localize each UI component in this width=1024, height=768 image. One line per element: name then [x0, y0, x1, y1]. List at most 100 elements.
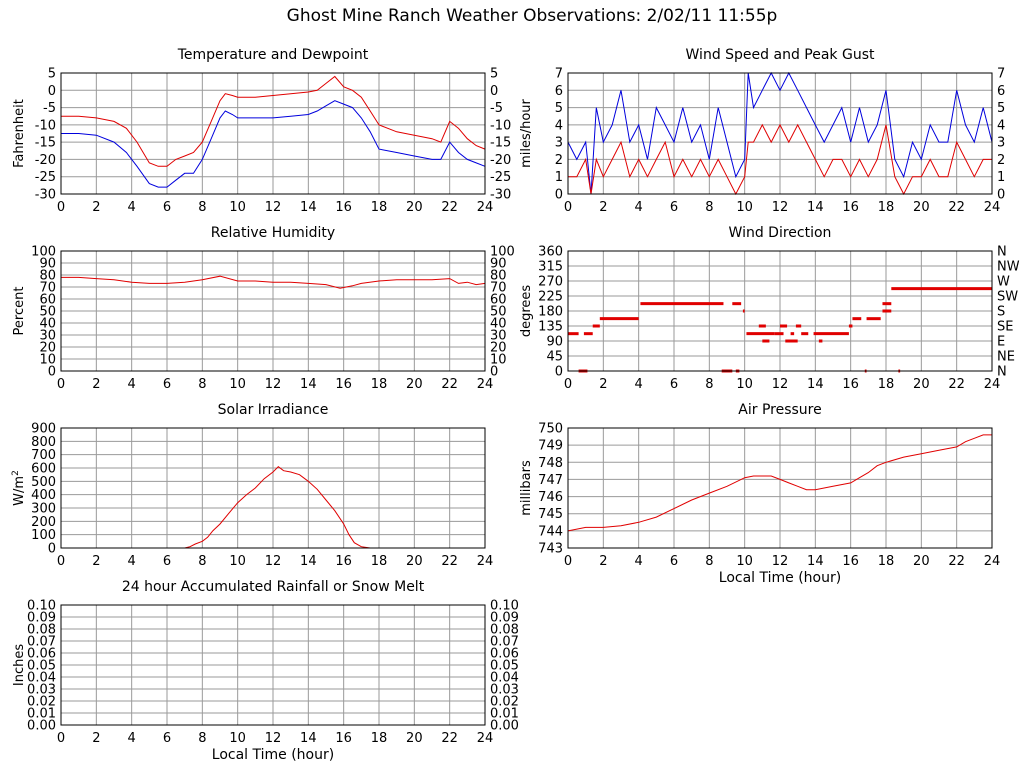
y-tick-label: 800: [31, 435, 56, 450]
x-tick-label: 14: [300, 731, 317, 746]
y-tick-label: 0: [48, 84, 56, 99]
x-tick-label: 10: [736, 200, 753, 215]
y-tick-label-right: 0: [490, 84, 498, 99]
grid-lines: [567, 250, 993, 372]
x-tick-label: 24: [477, 377, 494, 392]
x-tick-label: 22: [441, 554, 458, 569]
y-tick-label: 0.08: [27, 623, 56, 638]
x-tick-label: 2: [92, 731, 100, 746]
y-tick-label-right: SE: [997, 320, 1013, 335]
x-tick-label: 20: [406, 200, 423, 215]
y-tick-label-right: 0.01: [490, 707, 519, 722]
y-tick-label-right: S: [997, 305, 1005, 320]
x-tick-label: 6: [670, 554, 678, 569]
y-tick-label-right: 0.06: [490, 647, 519, 662]
chart-title: Wind Direction: [729, 225, 832, 241]
y-tick-label: 2: [555, 153, 563, 168]
y-tick-label-right: NW: [997, 260, 1020, 275]
x-tick-label: 20: [913, 377, 930, 392]
y-tick-label-right: -30: [490, 188, 511, 203]
chart-title: 24 hour Accumulated Rainfall or Snow Mel…: [122, 579, 425, 595]
x-tick-label: 20: [406, 377, 423, 392]
x-tick-label: 6: [670, 200, 678, 215]
x-tick-label: 22: [948, 377, 965, 392]
grid-lines: [60, 72, 486, 195]
y-axis-label: millibars: [519, 460, 534, 516]
x-tick-label: 12: [265, 554, 282, 569]
grid-lines: [60, 250, 486, 372]
y-tick-label: 100: [31, 528, 56, 543]
x-tick-label: 18: [878, 554, 895, 569]
x-tick-label: 16: [335, 377, 352, 392]
series-0: [61, 466, 485, 549]
x-tick-label: 12: [772, 377, 789, 392]
x-tick-label: 6: [163, 200, 171, 215]
y-tick-label: 1: [555, 170, 563, 185]
y-axis-label-superscript: 2: [11, 470, 21, 476]
y-tick-label-right: 80: [490, 269, 507, 284]
series-0: [61, 75, 486, 167]
y-tick-label: 400: [31, 488, 56, 503]
x-tick-label: 18: [878, 377, 895, 392]
x-tick-label: 10: [229, 200, 246, 215]
y-axis-label: degrees: [519, 285, 534, 338]
x-tick-label: 6: [163, 731, 171, 746]
y-tick-label: 0.04: [27, 671, 56, 686]
x-tick-label: 22: [441, 200, 458, 215]
y-tick-label-right: 0.10: [490, 599, 519, 614]
x-tick-label: 14: [807, 200, 824, 215]
y-tick-label: 360: [538, 245, 563, 260]
series-1: [568, 123, 992, 196]
y-tick-label-right: W: [997, 275, 1010, 290]
x-tick-label: 2: [92, 200, 100, 215]
x-tick-label: 0: [564, 377, 572, 392]
y-axis-label: Percent: [12, 287, 27, 336]
y-tick-label: 50: [39, 305, 56, 320]
x-tick-label: 16: [335, 731, 352, 746]
y-tick-label-right: 0: [490, 365, 498, 380]
x-tick-label: 6: [163, 377, 171, 392]
y-tick-label: -25: [35, 170, 56, 185]
y-tick-label-right: 0: [997, 188, 1005, 203]
x-tick-label: 0: [564, 200, 572, 215]
x-tick-label: 24: [984, 554, 1001, 569]
y-tick-label: 0.10: [27, 599, 56, 614]
x-tick-label: 4: [128, 731, 136, 746]
y-tick-label: -20: [35, 153, 56, 168]
y-tick-label: 10: [39, 353, 56, 368]
plot-frame: [60, 250, 486, 372]
y-tick-label-right: NE: [997, 350, 1015, 365]
y-tick-label-right: 70: [490, 281, 507, 296]
y-tick-label-right: -15: [490, 136, 511, 151]
y-tick-label: 0.01: [27, 707, 56, 722]
x-tick-label: 10: [229, 377, 246, 392]
x-tick-label: 0: [57, 200, 65, 215]
x-tick-label: 20: [406, 731, 423, 746]
y-tick-label-right: 5: [997, 101, 1005, 116]
y-tick-label: 0.06: [27, 647, 56, 662]
y-tick-label: 0: [555, 365, 563, 380]
y-tick-label-right: 30: [490, 329, 507, 344]
x-tick-label: 6: [163, 554, 171, 569]
series-line: [61, 275, 486, 289]
x-tick-label: 4: [635, 200, 643, 215]
y-tick-label-right: -5: [490, 101, 503, 116]
series-0: [61, 275, 486, 289]
x-axis-label: Local Time (hour): [212, 747, 334, 763]
y-tick-label-right: -25: [490, 170, 511, 185]
series-line: [61, 100, 486, 188]
plot-frame: [567, 250, 993, 372]
y-tick-label: 45: [546, 350, 563, 365]
x-tick-label: 12: [772, 554, 789, 569]
y-tick-label: -15: [35, 136, 56, 151]
y-tick-label: 0: [555, 188, 563, 203]
chart-rain: 24 hour Accumulated Rainfall or Snow Mel…: [12, 579, 519, 763]
plot-frame: [60, 72, 486, 195]
x-tick-label: 8: [705, 377, 713, 392]
x-axis-label: Local Time (hour): [719, 570, 841, 586]
x-tick-label: 4: [635, 377, 643, 392]
y-axis-label: miles/hour: [519, 98, 534, 167]
y-tick-label-right: 2: [997, 153, 1005, 168]
